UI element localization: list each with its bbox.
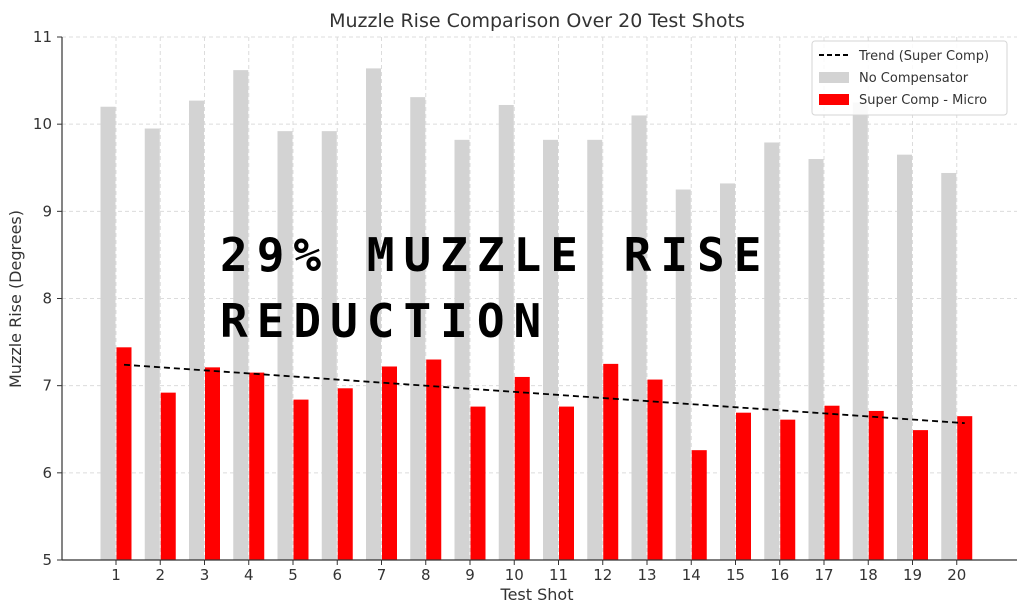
y-tick-label: 11 bbox=[33, 28, 52, 46]
x-tick-label: 3 bbox=[200, 566, 210, 584]
trend-line bbox=[123, 363, 965, 425]
bar-super-comp bbox=[736, 412, 751, 560]
bar-super-comp bbox=[514, 376, 530, 560]
annotation-line-2: REDUCTION bbox=[220, 294, 551, 348]
bars bbox=[100, 68, 973, 561]
bar-no-compensator bbox=[631, 115, 647, 560]
bar-no-compensator bbox=[897, 154, 912, 561]
x-tick-label: 10 bbox=[505, 566, 524, 584]
bar-super-comp bbox=[868, 410, 884, 560]
bar-no-compensator bbox=[764, 142, 780, 560]
x-tick-label: 15 bbox=[726, 566, 745, 584]
bar-super-comp bbox=[470, 406, 486, 560]
bar-super-comp bbox=[957, 416, 973, 560]
chart-title: Muzzle Rise Comparison Over 20 Test Shot… bbox=[329, 10, 745, 32]
bar-no-compensator bbox=[720, 183, 735, 560]
bar-no-compensator bbox=[675, 189, 691, 560]
reduction-annotation: 29% MUZZLE RISE REDUCTION bbox=[220, 222, 770, 354]
bar-no-compensator bbox=[144, 128, 160, 560]
bar-super-comp bbox=[205, 367, 220, 560]
bar-super-comp bbox=[780, 419, 796, 560]
x-tick-label: 1 bbox=[111, 566, 121, 584]
bar-no-compensator bbox=[808, 159, 824, 561]
trend-line-path bbox=[123, 363, 965, 425]
bar-no-compensator bbox=[454, 139, 470, 560]
x-tick-label: 18 bbox=[859, 566, 878, 584]
bar-super-comp bbox=[603, 363, 619, 560]
annotation-line-1: 29% MUZZLE RISE bbox=[220, 228, 771, 282]
grid-lines bbox=[62, 36, 1017, 561]
x-tick-label: 17 bbox=[814, 566, 833, 584]
x-tick-label: 14 bbox=[682, 566, 701, 584]
legend-super-comp-label: Super Comp - Micro bbox=[859, 93, 987, 108]
y-axis-title: Muzzle Rise (Degrees) bbox=[6, 210, 25, 388]
bar-no-compensator bbox=[366, 68, 381, 560]
x-tick-label: 20 bbox=[947, 566, 966, 584]
legend-super-comp-swatch bbox=[819, 94, 849, 105]
bar-super-comp bbox=[559, 406, 574, 560]
bar-super-comp bbox=[647, 379, 663, 560]
x-tick-label: 6 bbox=[332, 566, 342, 584]
x-tick-label: 19 bbox=[903, 566, 922, 584]
y-tick-label: 7 bbox=[42, 377, 52, 395]
bar-no-compensator bbox=[321, 131, 337, 560]
y-tick-label: 5 bbox=[42, 551, 52, 569]
y-tick-label: 9 bbox=[42, 202, 52, 220]
x-tick-label: 4 bbox=[244, 566, 254, 584]
bar-super-comp bbox=[913, 430, 928, 560]
bar-no-compensator bbox=[587, 139, 603, 560]
bar-super-comp bbox=[426, 359, 442, 560]
legend-no-comp-swatch bbox=[819, 72, 849, 83]
bar-super-comp bbox=[160, 392, 176, 560]
bar-no-compensator bbox=[277, 131, 293, 560]
bar-super-comp bbox=[293, 399, 309, 560]
bar-no-compensator bbox=[233, 70, 249, 560]
y-tick-label: 10 bbox=[33, 115, 52, 133]
x-tick-label: 2 bbox=[155, 566, 165, 584]
legend-trend-label: Trend (Super Comp) bbox=[858, 49, 989, 64]
x-tick-label: 7 bbox=[377, 566, 387, 584]
x-tick-label: 13 bbox=[637, 566, 656, 584]
bar-super-comp bbox=[382, 366, 397, 560]
legend-no-comp-label: No Compensator bbox=[859, 71, 969, 86]
bar-no-compensator bbox=[100, 106, 116, 560]
bar-no-compensator bbox=[941, 172, 957, 561]
bar-no-compensator bbox=[189, 100, 204, 561]
x-tick-label: 9 bbox=[465, 566, 475, 584]
bar-super-comp bbox=[249, 372, 265, 560]
bar-no-compensator bbox=[852, 102, 868, 560]
y-tick-label: 6 bbox=[42, 464, 52, 482]
bar-no-compensator bbox=[543, 139, 558, 560]
x-axis-title: Test Shot bbox=[500, 585, 574, 604]
x-tick-label: 5 bbox=[288, 566, 298, 584]
bar-no-compensator bbox=[410, 97, 426, 561]
x-tick-label: 12 bbox=[593, 566, 612, 584]
x-tick-label: 16 bbox=[770, 566, 789, 584]
bar-super-comp bbox=[116, 347, 132, 560]
y-tick-label: 8 bbox=[42, 290, 52, 308]
bar-no-compensator bbox=[498, 104, 514, 561]
legend: Trend (Super Comp) No Compensator Super … bbox=[811, 40, 1008, 116]
x-tick-label: 8 bbox=[421, 566, 431, 584]
x-tick-label: 11 bbox=[549, 566, 568, 584]
bar-super-comp bbox=[824, 405, 840, 560]
bar-super-comp bbox=[337, 388, 353, 560]
bar-super-comp bbox=[691, 450, 707, 560]
legend-box bbox=[811, 40, 1008, 116]
